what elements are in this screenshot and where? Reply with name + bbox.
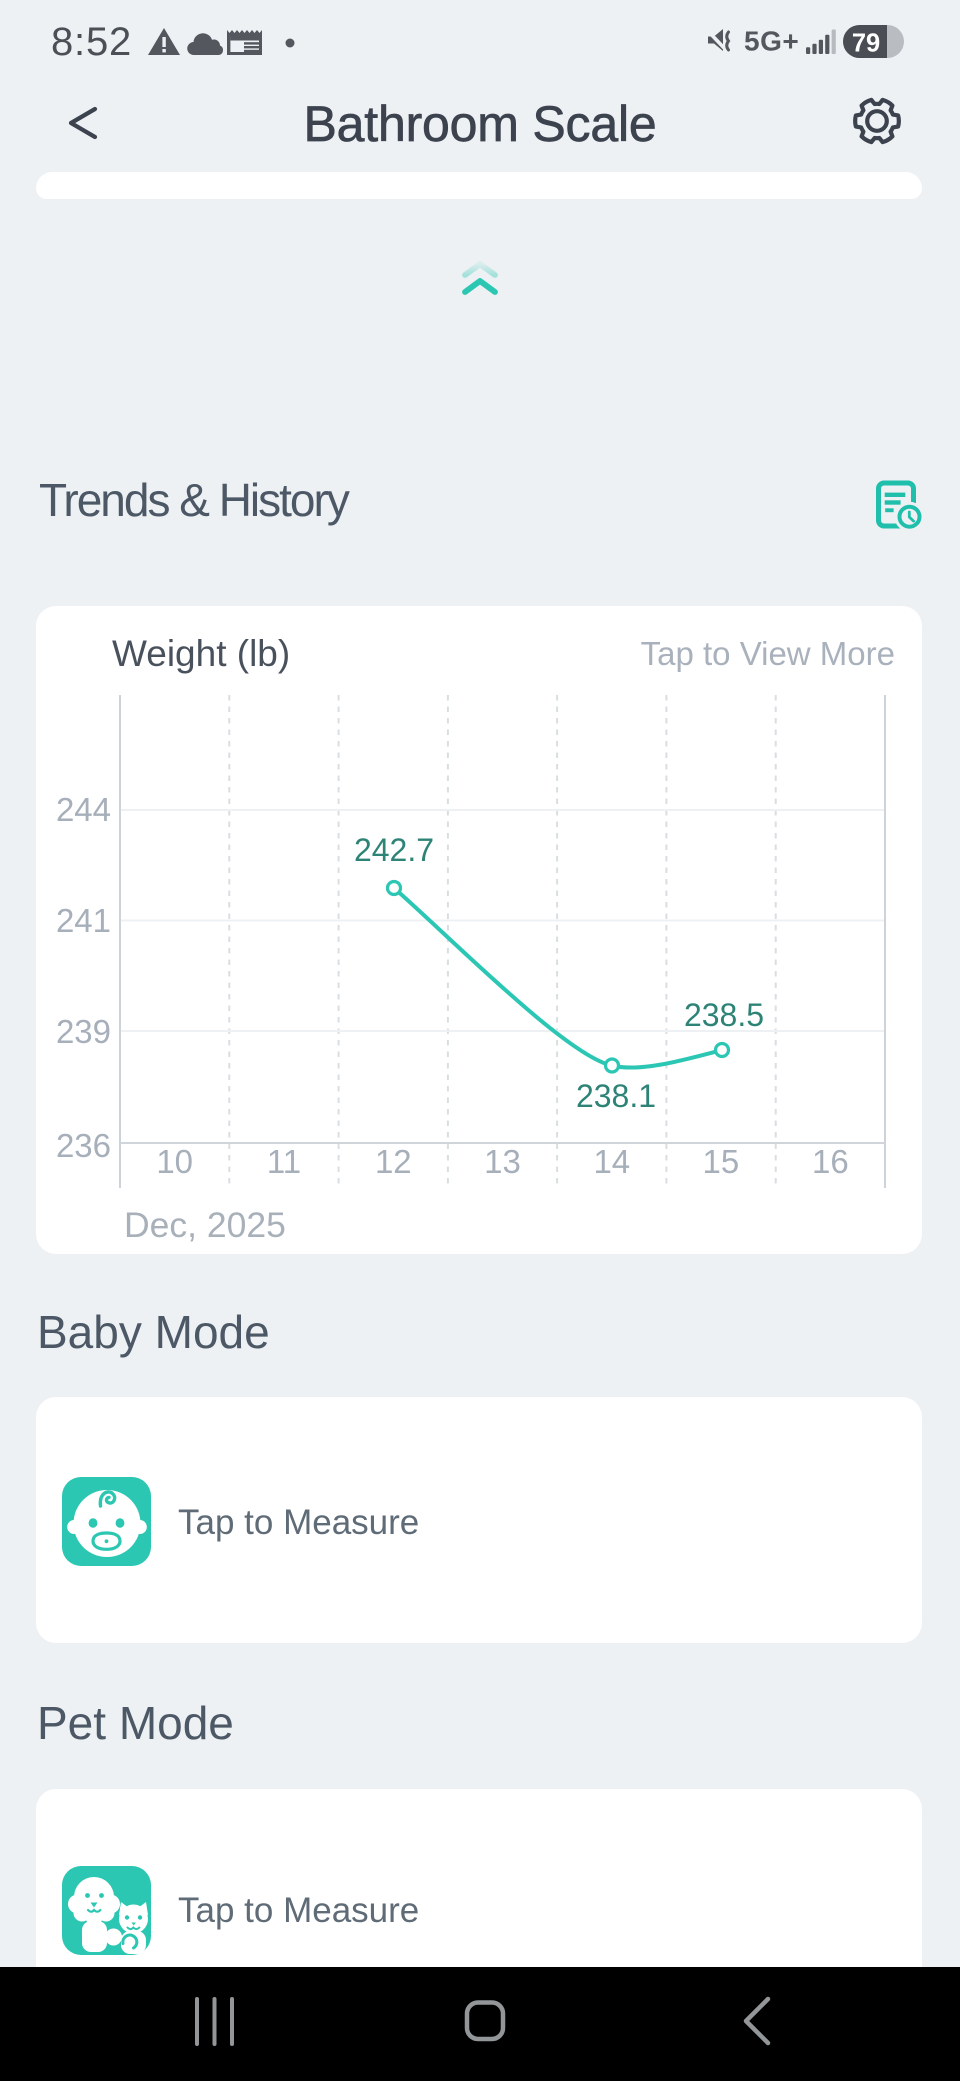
svg-text:5G+: 5G+ xyxy=(744,26,799,57)
svg-text:79: 79 xyxy=(852,30,880,58)
